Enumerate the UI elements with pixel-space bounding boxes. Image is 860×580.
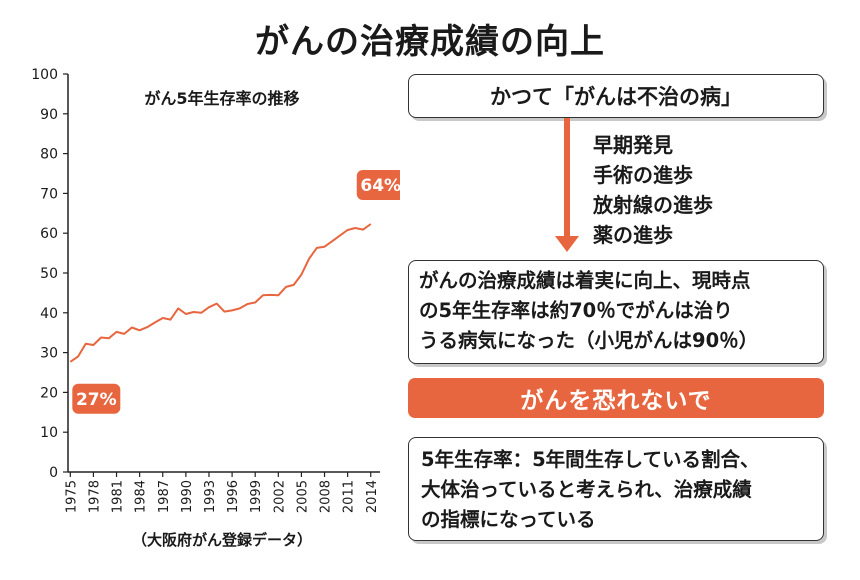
y-tick-label: 10 (40, 425, 58, 441)
formerly-text: かつて「がんは不治の病」 (490, 85, 742, 109)
formerly-box: かつて「がんは不治の病」 (408, 74, 824, 118)
message-banner: がんを恐れないで (408, 378, 824, 418)
x-tick-label: 1975 (64, 480, 79, 513)
y-tick-label: 0 (49, 465, 58, 481)
y-tick-label: 60 (40, 226, 58, 242)
y-tick-label: 20 (40, 385, 58, 401)
x-tick-label: 1996 (226, 480, 241, 513)
series-line (69, 223, 372, 363)
x-tick-label: 2008 (319, 480, 334, 513)
definition-line: 大体治っていると考えられ、治療成績 (421, 478, 752, 501)
result-line: の5年生存率は約70％でがんは治り (419, 299, 733, 322)
result-line: うる病気になった（小児がんは90％） (419, 329, 759, 352)
y-tick-label: 100 (31, 67, 58, 83)
y-tick-label: 90 (40, 107, 58, 123)
x-tick-label: 2005 (295, 480, 310, 513)
down-arrow-icon (555, 236, 579, 252)
y-tick-label: 80 (40, 147, 58, 163)
page-title: がんの治療成績の向上 (255, 22, 605, 62)
factor-item: 放射線の進歩 (593, 193, 713, 217)
down-arrow-shaft (564, 118, 570, 238)
x-tick-label: 1990 (180, 480, 195, 513)
x-tick-label: 2011 (342, 480, 357, 513)
x-tick-label: 1984 (134, 480, 149, 513)
survival-rate-chart: がん5年生存率の推移 （大阪府がん登録データ） 0 10 20 30 40 50 60 70 8… (31, 67, 400, 549)
definition-box: 5年生存率：5年間生存している割合、 大体治っていると考えられ、治療成績 の指標… (408, 437, 824, 541)
y-tick-label: 50 (40, 266, 58, 282)
y-tick-label: 30 (40, 346, 58, 362)
factor-item: 手術の進歩 (593, 163, 693, 187)
progress-factors: 早期発見 手術の進歩 放射線の進歩 薬の進歩 (593, 130, 713, 250)
x-tick-label: 1978 (87, 480, 102, 513)
x-tick-label: 2002 (272, 480, 287, 513)
definition-line: 5年生存率：5年間生存している割合、 (421, 448, 760, 471)
x-tick-label: 1993 (203, 480, 218, 513)
result-line: がんの治療成績は着実に向上、現時点 (419, 269, 751, 292)
x-axis-label: （大阪府がん登録データ） (132, 531, 312, 549)
y-tick-label: 40 (40, 306, 58, 322)
x-tick-label: 1981 (111, 480, 126, 513)
result-box: がんの治療成績は着実に向上、現時点 の5年生存率は約70％でがんは治り うる病気… (408, 260, 824, 364)
data-label-badge (72, 383, 121, 414)
factor-item: 薬の進歩 (593, 223, 673, 247)
data-label-badge (356, 170, 400, 201)
data-label: 64% (360, 176, 400, 196)
x-tick-label: 1999 (249, 480, 264, 513)
chart-title: がん5年生存率の推移 (144, 89, 299, 108)
x-tick-label: 2014 (365, 480, 380, 513)
x-tick-label: 1987 (157, 480, 172, 513)
y-tick-label: 70 (40, 186, 58, 202)
definition-line: の指標になっている (421, 508, 596, 531)
factor-item: 早期発見 (593, 133, 673, 157)
data-label: 27% (76, 390, 117, 410)
banner-text: がんを恐れないで (520, 388, 712, 414)
